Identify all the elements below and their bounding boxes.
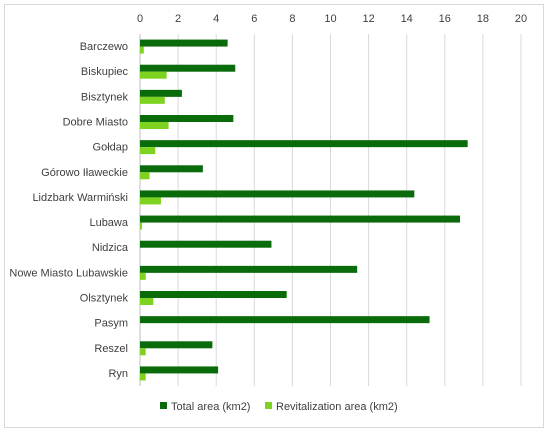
category-label: Dobre Miasto xyxy=(63,117,128,129)
bar-revitalization-area xyxy=(140,373,146,381)
bar-revitalization-area xyxy=(140,197,161,205)
legend-swatch xyxy=(160,402,167,409)
x-tick-label: 10 xyxy=(324,13,336,25)
bar-revitalization-area xyxy=(140,71,167,79)
category-label: Górowo Iławeckie xyxy=(41,167,128,179)
bar-total-area xyxy=(140,240,272,248)
x-tick-label: 8 xyxy=(289,13,295,25)
bar-total-area xyxy=(140,115,234,122)
legend-label: Total area (km2) xyxy=(171,401,250,413)
category-label: Barczewo xyxy=(80,41,128,53)
bar-total-area xyxy=(140,165,203,173)
bar-revitalization-area xyxy=(140,172,150,180)
category-label: Pasym xyxy=(94,318,128,330)
bar-total-area xyxy=(140,64,236,72)
bar-total-area xyxy=(140,89,182,97)
bar-revitalization-area xyxy=(140,272,146,280)
x-tick-label: 0 xyxy=(137,13,143,25)
x-tick-label: 12 xyxy=(362,13,374,25)
category-label: Olsztynek xyxy=(80,293,129,305)
bar-total-area xyxy=(140,140,468,148)
category-label: Nidzica xyxy=(92,242,129,254)
bar-revitalization-area xyxy=(140,222,142,230)
bar-total-area xyxy=(140,341,213,349)
bar-total-area xyxy=(140,366,219,374)
bar-revitalization-area xyxy=(140,46,144,54)
bar-total-area xyxy=(140,215,461,223)
bar-revitalization-area xyxy=(140,298,154,305)
bar-total-area xyxy=(140,291,287,298)
bar-revitalization-area xyxy=(140,96,165,104)
category-label: Biskupiec xyxy=(81,66,129,78)
x-tick-label: 20 xyxy=(515,13,527,25)
bar-revitalization-area xyxy=(140,122,169,129)
category-label: Ryn xyxy=(108,368,128,380)
legend-swatch xyxy=(265,402,272,409)
x-tick-label: 18 xyxy=(477,13,489,25)
category-label: Reszel xyxy=(94,343,128,355)
category-label: Lidzbark Warmiński xyxy=(32,192,128,204)
bar-total-area xyxy=(140,316,430,324)
category-label: Gołdap xyxy=(93,142,128,154)
x-tick-label: 14 xyxy=(401,13,413,25)
bar-total-area xyxy=(140,265,358,273)
x-tick-label: 16 xyxy=(439,13,451,25)
category-label: Bisztynek xyxy=(81,91,129,103)
bar-total-area xyxy=(140,190,415,198)
bar-total-area xyxy=(140,39,228,47)
bar-revitalization-area xyxy=(140,147,156,155)
x-tick-label: 6 xyxy=(251,13,257,25)
x-tick-label: 4 xyxy=(213,13,219,25)
category-label: Nowe Miasto Lubawskie xyxy=(9,267,128,279)
bar-revitalization-area xyxy=(140,348,146,356)
legend-label: Revitalization area (km2) xyxy=(276,401,398,413)
category-label: Lubawa xyxy=(89,217,128,229)
x-tick-label: 2 xyxy=(175,13,181,25)
